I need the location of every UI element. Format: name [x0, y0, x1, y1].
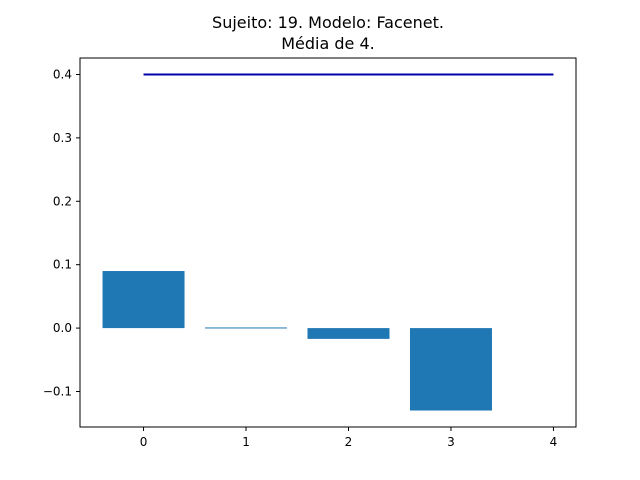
y-tick-label-2: 0.2 — [53, 194, 72, 208]
bar-0 — [102, 271, 185, 329]
bar-1 — [205, 327, 288, 329]
x-tick-label-1: 1 — [242, 435, 250, 449]
y-tick-label-4: 0.0 — [53, 321, 72, 335]
x-tick-label-4: 4 — [550, 435, 558, 449]
x-tick-label-0: 0 — [140, 435, 148, 449]
bar-2 — [307, 328, 390, 339]
chart-title-line-1: Sujeito: 19. Modelo: Facenet. — [212, 13, 444, 32]
bar-3 — [409, 328, 492, 411]
x-tick-label-3: 3 — [447, 435, 455, 449]
chart-title-line-2: Média de 4. — [281, 34, 375, 53]
x-axis-ticks: 0 1 2 3 4 — [140, 427, 558, 449]
y-tick-label-3: 0.1 — [53, 258, 72, 272]
y-tick-label-1: 0.3 — [53, 131, 72, 145]
y-tick-label-0: 0.4 — [53, 67, 72, 81]
x-tick-label-2: 2 — [345, 435, 353, 449]
y-tick-label-5: −0.1 — [43, 384, 72, 398]
y-axis-ticks: 0.4 0.3 0.2 0.1 0.0 −0.1 — [43, 67, 80, 398]
plot-area-frame — [79, 57, 577, 428]
bar-group — [102, 271, 492, 411]
